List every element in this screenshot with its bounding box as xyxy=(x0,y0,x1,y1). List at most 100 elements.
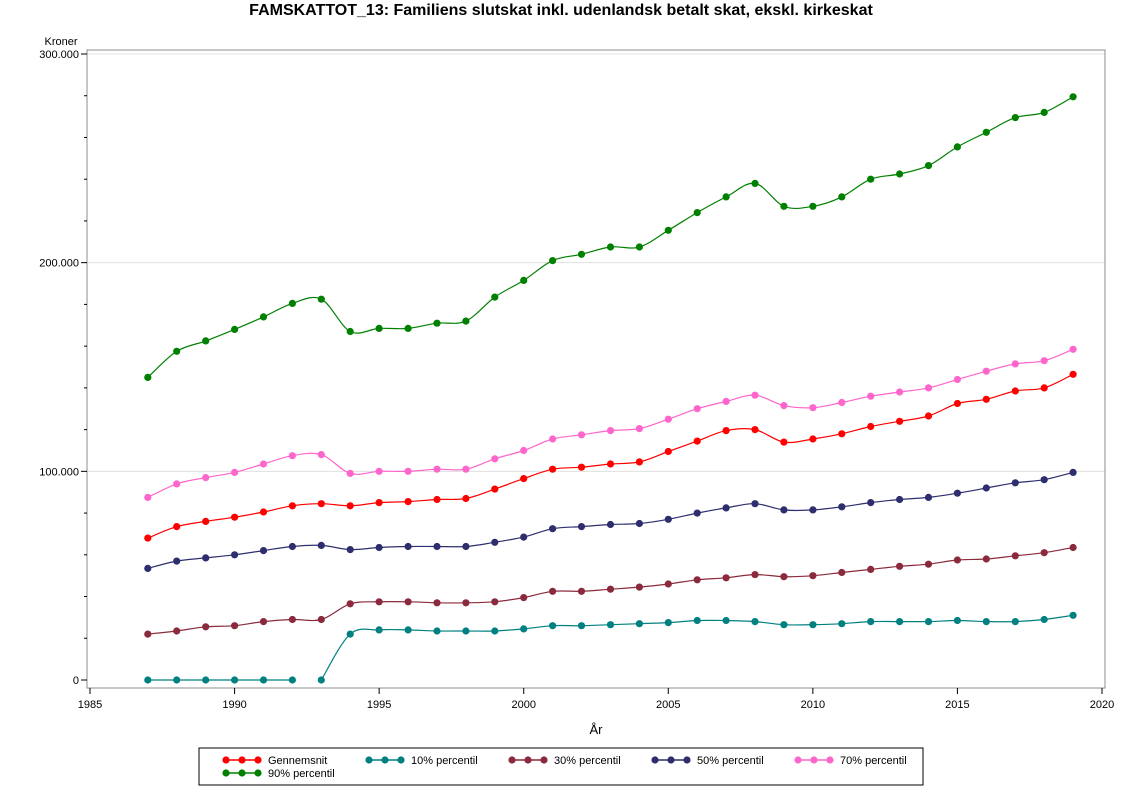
data-point xyxy=(317,676,325,684)
data-point xyxy=(953,489,962,497)
data-point xyxy=(664,447,672,456)
data-point xyxy=(809,435,817,443)
data-point xyxy=(1069,370,1077,378)
data-point xyxy=(346,630,354,638)
data-point xyxy=(664,580,672,588)
data-point xyxy=(1011,479,1019,487)
data-point xyxy=(780,573,788,581)
data-point xyxy=(317,541,325,550)
x-axis-label: År xyxy=(590,722,604,737)
data-point xyxy=(809,506,817,514)
data-point xyxy=(838,503,846,511)
series-0 xyxy=(144,370,1077,542)
data-point xyxy=(722,427,730,435)
data-point xyxy=(896,562,904,570)
data-point xyxy=(606,460,615,468)
x-tick-label: 1990 xyxy=(222,699,246,711)
data-point xyxy=(231,325,239,333)
x-tick-label: 2015 xyxy=(945,699,969,711)
data-point xyxy=(982,555,990,563)
data-point xyxy=(462,494,470,503)
data-point xyxy=(549,257,557,265)
data-point xyxy=(375,467,383,475)
series-1 xyxy=(144,611,1077,684)
data-point xyxy=(809,621,817,629)
series-lines xyxy=(144,93,1077,684)
legend-swatch-marker xyxy=(365,756,373,764)
data-point xyxy=(375,626,383,634)
data-point xyxy=(809,202,817,210)
data-point xyxy=(1040,476,1048,484)
data-point xyxy=(635,519,644,528)
plot-area-frame xyxy=(86,49,1106,689)
legend-label: 30% percentil xyxy=(554,755,621,767)
data-point xyxy=(144,676,152,684)
data-point xyxy=(433,465,441,473)
legend-swatch-marker xyxy=(651,756,659,764)
data-point xyxy=(606,243,615,251)
data-point xyxy=(896,618,904,626)
data-point xyxy=(606,585,615,593)
data-point xyxy=(173,557,181,565)
data-point xyxy=(288,299,296,307)
data-point xyxy=(780,438,788,446)
data-point xyxy=(375,598,383,606)
data-point xyxy=(231,676,239,684)
data-point xyxy=(867,565,875,574)
data-point xyxy=(838,193,846,201)
series-line-4-0 xyxy=(147,348,1074,498)
data-point xyxy=(202,676,210,684)
legend-item-5: 90% percentil xyxy=(222,768,335,780)
data-point xyxy=(1011,618,1019,626)
data-point xyxy=(259,313,268,321)
data-point xyxy=(780,621,788,629)
data-point xyxy=(173,347,181,355)
data-point xyxy=(375,499,383,507)
data-point xyxy=(144,493,152,501)
data-point xyxy=(577,587,586,595)
data-point xyxy=(1069,543,1077,552)
legend-swatch-marker xyxy=(810,756,818,764)
data-point xyxy=(751,179,759,187)
data-point xyxy=(173,523,181,531)
data-point xyxy=(202,517,210,526)
data-point xyxy=(259,676,268,684)
data-point xyxy=(635,458,644,466)
data-point xyxy=(404,467,412,475)
series-2 xyxy=(144,543,1077,638)
data-point xyxy=(867,175,875,183)
data-point xyxy=(722,397,730,405)
data-point xyxy=(867,422,875,431)
data-point xyxy=(693,405,701,413)
data-point xyxy=(809,572,817,580)
y-tick-label: 100.000 xyxy=(39,466,79,478)
data-point xyxy=(144,564,152,573)
data-point xyxy=(693,209,701,217)
legend-frame xyxy=(198,747,924,786)
data-point xyxy=(664,226,672,234)
data-point xyxy=(896,170,904,178)
data-point xyxy=(491,598,499,606)
data-point xyxy=(780,506,788,514)
legend-swatch-marker xyxy=(254,756,262,764)
data-point xyxy=(288,615,296,624)
legend-swatch-marker xyxy=(381,756,389,764)
data-point xyxy=(433,599,441,607)
data-point xyxy=(462,599,470,607)
y-axis-unit-label: Kroner xyxy=(44,36,77,48)
data-point xyxy=(288,502,296,510)
legend-swatch-marker xyxy=(826,756,834,764)
data-point xyxy=(838,568,846,577)
y-axis: 0 100.000 200.000 300.000 xyxy=(39,49,87,687)
data-point xyxy=(693,437,701,445)
data-point xyxy=(953,375,962,384)
data-point xyxy=(520,594,528,602)
data-point xyxy=(693,616,701,625)
data-point xyxy=(491,627,499,635)
series-4 xyxy=(144,345,1077,501)
data-point xyxy=(549,622,557,630)
x-tick-label: 2005 xyxy=(656,699,680,711)
data-point xyxy=(259,508,268,516)
series-5 xyxy=(144,93,1077,381)
